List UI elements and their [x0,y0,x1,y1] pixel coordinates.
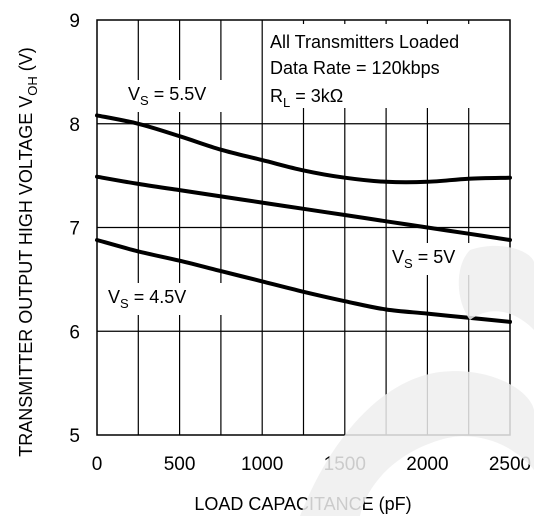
annotation-load-resistance: RL = 3kΩ [270,86,343,110]
watermark-graphic [300,245,534,516]
x-tick-label: 500 [164,454,196,475]
series-label-4v5: VS = 4.5V [108,287,186,311]
y-tick-label: 8 [69,115,80,136]
chart-series [95,113,512,324]
y-tick-label: 7 [69,219,80,240]
annotation-transmitters-loaded: All Transmitters Loaded [270,32,459,52]
y-tick-label: 5 [69,426,80,447]
x-tick-label: 1000 [241,454,283,475]
series-line-2 [95,238,512,324]
series-line-0 [95,113,512,185]
series-label-5v: VS = 5V [392,247,455,271]
y-tick-label: 6 [69,322,80,343]
x-tick-labels: 05001000150020002500 [92,454,531,475]
plot-frame [96,19,511,436]
x-tick-label: 0 [92,454,103,475]
x-tick-label: 2500 [489,454,531,475]
y-tick-labels: 5 6 7 8 9 [69,11,80,447]
series-label-backdrop-5v5 [124,80,258,112]
annotation-data-rate: Data Rate = 120kbps [270,58,440,78]
x-tick-label: 2000 [406,454,448,475]
series-label-backdrop-4v5 [104,283,240,315]
y-axis-label: TRANSMITTER OUTPUT HIGH VOLTAGE VOH (V) [16,47,40,457]
series-label-5v5: VS = 5.5V [128,84,206,108]
annotation-backdrop [265,24,505,108]
series-line-1 [95,174,512,242]
y-tick-label: 9 [69,11,80,32]
